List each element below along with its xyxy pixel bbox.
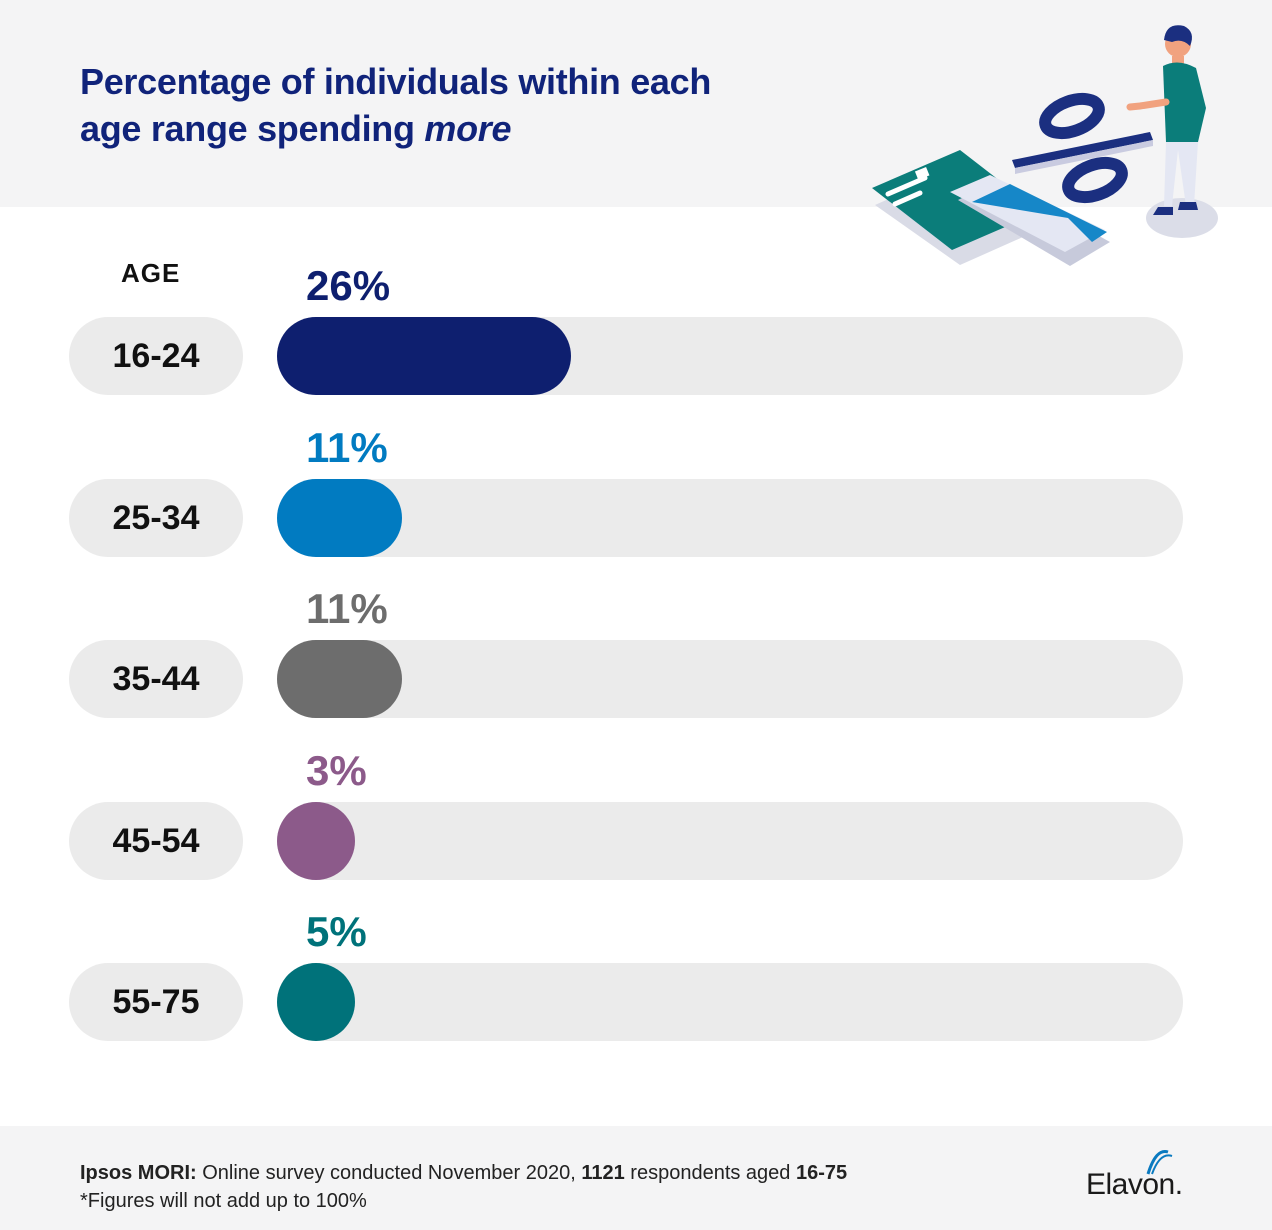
source-text-1: Online survey conducted November 2020,	[196, 1162, 582, 1184]
age-label-45-54: 45-54	[69, 802, 243, 880]
value-label-45-54: 3%	[306, 747, 367, 794]
title-line-1: Percentage of individuals within each	[80, 61, 712, 102]
bar-track	[277, 317, 1183, 395]
source-bold: Ipsos MORI:	[80, 1162, 197, 1184]
footnote: *Figures will not add up to 100%	[80, 1190, 367, 1212]
bar-25-34	[277, 479, 402, 557]
title-line-2: age range spending	[80, 108, 425, 149]
bar-45-54	[277, 802, 355, 880]
age-range: 16-75	[795, 1162, 848, 1184]
footer-band: Ipsos MORI: Online survey conducted Nove…	[0, 1126, 1272, 1230]
person-icon	[1126, 25, 1218, 238]
value-label-35-44: 11%	[306, 585, 388, 632]
bar-track	[277, 802, 1183, 880]
value-label-16-24: 26%	[306, 262, 391, 309]
bar-35-44	[277, 640, 402, 718]
bar-16-24	[277, 317, 571, 395]
title-emphasis: more	[424, 108, 512, 149]
chart-title: Percentage of individuals within each ag…	[80, 58, 711, 152]
source-text-2: respondents aged	[624, 1162, 796, 1184]
bar-55-75	[277, 963, 355, 1041]
logo-text: Elavon.	[1086, 1168, 1183, 1201]
age-label-55-75: 55-75	[69, 963, 243, 1041]
percent-icon	[1012, 92, 1153, 204]
bar-track	[277, 479, 1183, 557]
elavon-logo: Elavon.	[1086, 1142, 1196, 1206]
value-label-55-75: 5%	[306, 908, 367, 955]
source-line: Ipsos MORI: Online survey conducted Nove…	[80, 1159, 847, 1187]
bar-track	[277, 963, 1183, 1041]
respondent-count: 1121	[581, 1162, 625, 1184]
credit-card-icon	[872, 150, 1110, 266]
bar-track	[277, 640, 1183, 718]
value-label-25-34: 11%	[306, 424, 388, 471]
cards-and-person-illustration	[872, 25, 1218, 266]
age-axis-heading: AGE	[121, 258, 181, 288]
age-label-16-24: 16-24	[69, 317, 243, 395]
age-label-25-34: 25-34	[69, 479, 243, 557]
logo-arc-icon	[1146, 1149, 1173, 1175]
age-label-35-44: 35-44	[69, 640, 243, 718]
source-note: Ipsos MORI: Online survey conducted Nove…	[80, 1159, 847, 1215]
